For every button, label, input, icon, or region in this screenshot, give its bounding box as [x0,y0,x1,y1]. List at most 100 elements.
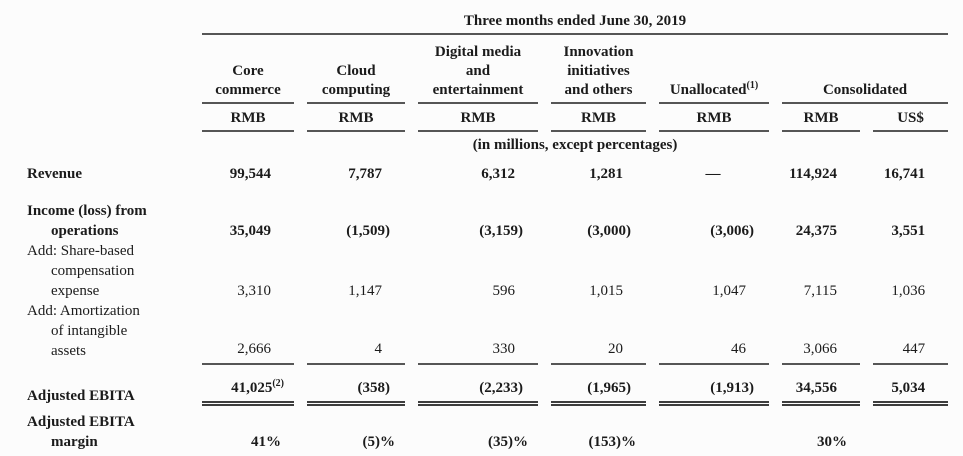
value-cell: (153)% [588,434,637,450]
column-header-unallocated: Unallocated(1) [659,35,769,104]
row-label-line: margin [51,434,98,450]
value-cell: 20 [551,301,646,365]
value-cell: 5,034 [873,365,949,406]
currency-header-rmb: RMB [659,104,769,132]
value-cell: (1,965) [551,365,646,406]
footnote-2-marker: (2) [272,378,284,389]
row-label: Add: Share-based compensation expense [13,241,189,301]
table-row-share-based-compensation: Add: Share-based compensation expense 3,… [13,241,948,301]
column-header-line: entertainment [432,82,524,98]
value-cell: 1,015 [589,283,623,299]
units-note-row: (in millions, except percentages) [13,132,948,155]
value-cell: (3,006) [710,223,754,239]
value-cell: (1,913) [659,365,769,406]
value-cell: 24,375 [795,223,837,239]
value-cell: 41% [251,434,281,450]
footnote-1-marker: (1) [746,80,759,91]
table-row-amortization-intangible-assets: Add: Amortization of intangible assets 2… [13,301,949,365]
value-cell: (3,000) [587,223,631,239]
value-cell: 1,036 [891,283,926,299]
value-cell: 596 [492,283,516,299]
column-header-line: initiatives [567,63,630,79]
row-label-line: compensation [51,263,135,279]
value-cell: 16,741 [883,166,926,182]
spacer-cell [13,132,189,155]
value-cell: 34,556 [782,365,860,406]
row-label: Adjusted EBITA margin [13,406,189,452]
value-cell: 3,310 [237,283,271,299]
value-cell: (1,509) [346,223,390,239]
column-header-line: and others [564,82,633,98]
value-cell: 46 [659,301,769,365]
column-header-line: Unallocated(1) [659,81,769,100]
value-text: 41,025 [231,380,273,396]
spacer-cell [13,104,189,132]
column-header-line: Consolidated [822,82,908,98]
currency-header-rmb: RMB [418,104,538,132]
value-cell: (358) [307,365,405,406]
row-label-line: expense [51,283,100,299]
column-header-line: Digital media [434,44,522,60]
units-note: (in millions, except percentages) [472,137,678,153]
value-cell: 7,115 [803,283,837,299]
value-cell: (2,233) [418,365,538,406]
value-cell-em-dash: — [705,166,721,182]
value-cell: 3,066 [782,301,860,365]
column-group-header-row: Core commerce Cloud computing Digital me… [13,35,949,104]
row-label: Income (loss) from operations [13,184,189,241]
row-label-line: of intangible [51,323,128,339]
column-header-cloud-computing: Cloud computing [307,35,405,104]
currency-header-rmb: RMB [551,104,646,132]
row-label-line: Income (loss) from [27,203,147,219]
column-header-line: Innovation [563,44,634,60]
spacer-cell [13,0,189,35]
value-cell: 1,147 [348,283,382,299]
value-cell: 99,544 [229,166,271,182]
row-label-line: Add: Share-based [27,243,135,259]
period-header-row: Three months ended June 30, 2019 [13,0,949,35]
value-cell: 4 [307,301,405,365]
row-label: Add: Amortization of intangible assets [13,301,189,365]
column-header-line: computing [321,82,391,98]
value-cell-with-footnote: 41,025(2) [202,365,294,406]
currency-header-usd: US$ [873,104,949,132]
value-cell: 114,924 [789,166,837,182]
table-row-adjusted-ebita-margin: Adjusted EBITA margin 41% (5)% (35)% (15… [13,406,948,452]
row-label-line: Revenue [27,166,82,182]
spacer-cell [13,35,189,104]
value-cell: (5)% [362,434,396,450]
value-cell: (3,159) [479,223,523,239]
value-cell: 330 [418,301,538,365]
column-header-core-commerce: Core commerce [202,35,294,104]
value-cell: 6,312 [481,166,515,182]
row-label-line: Adjusted EBITA [27,414,135,430]
currency-header-rmb: RMB [307,104,405,132]
table-row-income-loss-from-operations: Income (loss) from operations 35,049 (1,… [13,184,948,241]
column-header-line: commerce [215,82,281,98]
currency-header-rmb: RMB [202,104,294,132]
row-label-line: Adjusted EBITA [27,388,135,404]
value-cell: 35,049 [229,223,271,239]
value-cell: 2,666 [202,301,294,365]
value-cell: 30% [817,434,847,450]
unallocated-label: Unallocated [669,82,747,98]
currency-header-row: RMB RMB RMB RMB RMB RMB US$ [13,104,949,132]
row-label: Adjusted EBITA [13,365,189,406]
value-cell-empty [873,406,948,452]
column-header-innovation-initiatives: Innovation initiatives and others [551,35,646,104]
value-cell: (35)% [488,434,528,450]
table-row-revenue: Revenue 99,544 7,787 6,312 1,281 — 114,9… [13,155,948,184]
currency-header-rmb: RMB [782,104,860,132]
row-label: Revenue [13,155,189,184]
value-cell: 447 [873,301,949,365]
column-header-consolidated: Consolidated [782,35,949,104]
value-cell: 7,787 [348,166,382,182]
value-cell-empty [659,406,769,452]
row-label-line: Add: Amortization [27,303,140,319]
value-cell: 1,281 [589,166,623,182]
row-label-line: operations [51,223,119,239]
value-cell: 3,551 [891,223,926,239]
table-row-adjusted-ebita: Adjusted EBITA 41,025(2) (358) (2,233) (… [13,365,949,406]
